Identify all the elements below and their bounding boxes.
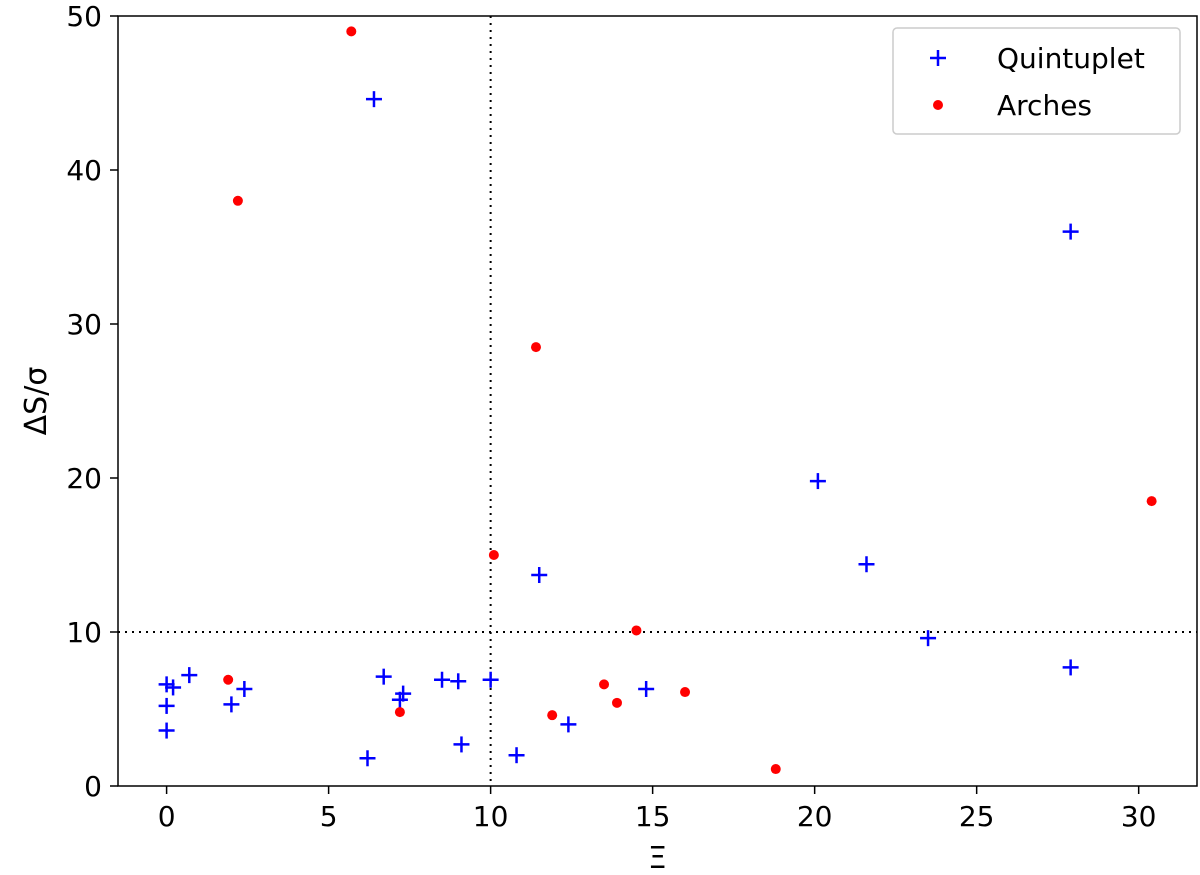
data-point-arches bbox=[530, 342, 541, 353]
y-tick-label: 10 bbox=[66, 616, 102, 649]
series-quintuplet bbox=[158, 91, 1079, 767]
legend-dot-mark bbox=[933, 100, 943, 110]
legend: Quintuplet Arches bbox=[892, 27, 1181, 135]
y-axis-label: ΔS/σ bbox=[19, 367, 54, 436]
data-point-quintuplet bbox=[391, 691, 408, 708]
legend-box bbox=[892, 27, 1181, 135]
legend-plus-mark bbox=[930, 50, 946, 66]
data-point-quintuplet bbox=[365, 91, 382, 108]
data-point-quintuplet bbox=[482, 671, 499, 688]
data-point-quintuplet bbox=[920, 630, 937, 647]
x-axis-label: Ξ bbox=[648, 841, 667, 875]
data-point-quintuplet bbox=[560, 716, 577, 733]
y-tick-label: 40 bbox=[66, 154, 102, 187]
y-tick-label: 50 bbox=[66, 0, 102, 33]
data-point-arches bbox=[631, 625, 642, 636]
data-point-quintuplet bbox=[1062, 223, 1079, 240]
data-point-arches bbox=[547, 710, 558, 721]
legend-label-quintuplet: Quintuplet bbox=[997, 42, 1145, 75]
plot-area bbox=[118, 16, 1197, 786]
legend-marker-dot-icon bbox=[933, 100, 943, 110]
x-tick-label: 25 bbox=[959, 800, 995, 833]
y-tick-label: 0 bbox=[84, 770, 102, 803]
series-arches bbox=[223, 26, 1157, 775]
data-point-quintuplet bbox=[375, 668, 392, 685]
data-point-quintuplet bbox=[359, 750, 376, 767]
data-point-arches bbox=[394, 707, 405, 718]
plot-frame bbox=[117, 15, 1198, 787]
x-tick-label: 20 bbox=[797, 800, 833, 833]
data-point-arches bbox=[488, 550, 499, 560]
data-point-quintuplet bbox=[223, 696, 240, 713]
data-point-arches bbox=[770, 764, 781, 775]
x-tick-label: 10 bbox=[473, 800, 509, 833]
y-tick-label: 20 bbox=[66, 462, 102, 495]
data-point-quintuplet bbox=[1062, 659, 1079, 676]
data-point-quintuplet bbox=[181, 667, 198, 684]
data-point-quintuplet bbox=[453, 736, 470, 753]
y-tick-label: 30 bbox=[66, 308, 102, 341]
data-point-quintuplet bbox=[531, 567, 548, 584]
data-point-quintuplet bbox=[434, 671, 451, 688]
data-point-quintuplet bbox=[508, 747, 525, 764]
data-point-quintuplet bbox=[158, 722, 175, 739]
data-point-arches bbox=[232, 195, 243, 206]
data-point-arches bbox=[599, 679, 610, 690]
data-point-arches bbox=[1146, 496, 1157, 507]
data-point-arches bbox=[680, 687, 691, 698]
data-point-quintuplet bbox=[236, 680, 253, 697]
data-point-arches bbox=[346, 26, 357, 37]
axis-ticks: 0 5 10 15 20 25 30 0 10 20 30 40 50 bbox=[66, 0, 1156, 833]
data-point-quintuplet bbox=[809, 473, 826, 490]
legend-entry-arches: Arches bbox=[933, 89, 1092, 122]
legend-marker-plus-icon bbox=[930, 50, 946, 66]
data-point-arches bbox=[611, 697, 622, 708]
x-tick-label: 0 bbox=[158, 800, 176, 833]
data-point-quintuplet bbox=[165, 679, 182, 696]
legend-label-arches: Arches bbox=[997, 89, 1092, 122]
data-point-quintuplet bbox=[158, 697, 175, 714]
data-point-arches bbox=[223, 674, 234, 685]
legend-entry-quintuplet: Quintuplet bbox=[930, 42, 1145, 75]
x-tick-label: 30 bbox=[1121, 800, 1157, 833]
data-point-quintuplet bbox=[858, 556, 875, 573]
data-point-quintuplet bbox=[450, 673, 467, 690]
x-tick-label: 15 bbox=[635, 800, 671, 833]
data-point-quintuplet bbox=[638, 680, 655, 697]
x-tick-label: 5 bbox=[320, 800, 338, 833]
